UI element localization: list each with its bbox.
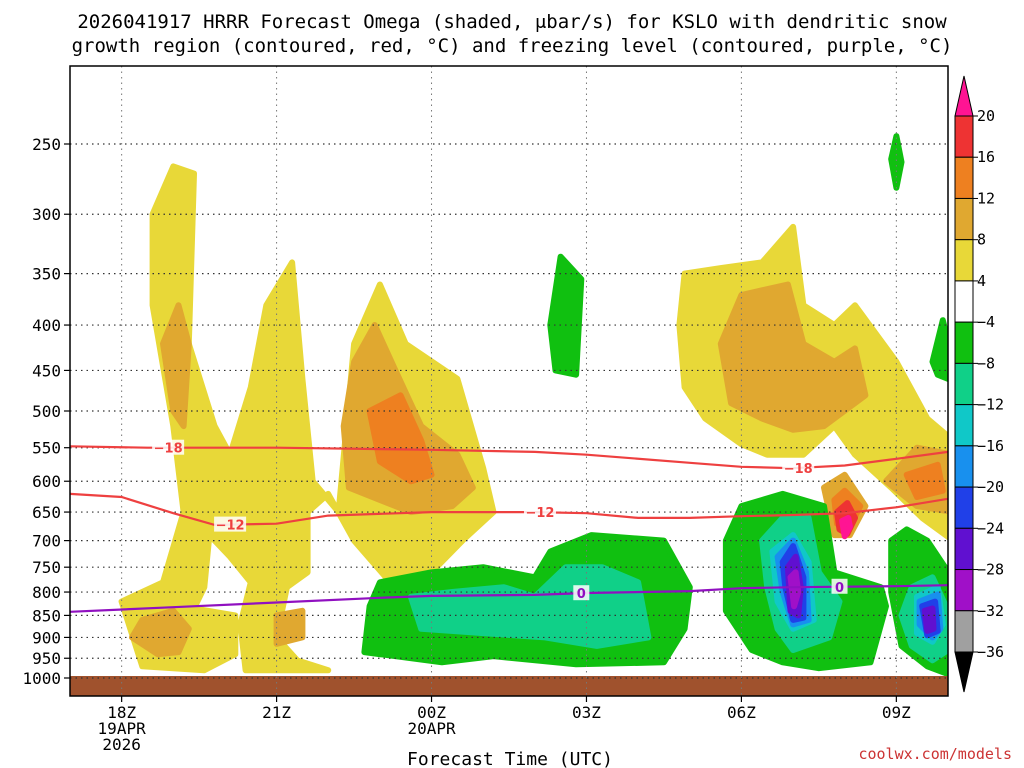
minus18-contour-label: −18: [154, 442, 183, 457]
colorbar-label: 20: [977, 107, 995, 125]
minus12-contour-label: −12: [216, 519, 245, 534]
pressure-tick-label: 400: [32, 316, 61, 335]
colorbar-segment: [954, 362, 974, 406]
colorbar-segment: [954, 197, 974, 241]
colorbar-segment: [954, 115, 974, 158]
pressure-tick-label: 300: [32, 205, 61, 224]
pressure-tick-label: 700: [32, 532, 61, 551]
time-tick-label: 18Z: [107, 703, 136, 722]
omega-shading: [70, 133, 948, 696]
minus18-contour-label-bg: [152, 439, 185, 455]
colorbar-segment: [954, 404, 974, 447]
minus18-contour-label-bg: [782, 459, 815, 475]
omega-region-neg28: [787, 569, 802, 610]
plot-frame: [69, 65, 949, 697]
omega-region-pos20: [839, 514, 853, 540]
time-tick-label: 19APR: [98, 719, 147, 738]
pressure-tick-label: 850: [32, 606, 61, 625]
colorbar-label: 16: [977, 148, 995, 166]
colorbar-label: −32: [977, 602, 1004, 620]
omega-region-pos12: [903, 461, 946, 500]
omega-region-pos8: [160, 302, 192, 430]
colorbar-segment: [954, 239, 974, 282]
colorbar-segment: [954, 280, 974, 323]
pressure-tick-label: 350: [32, 265, 61, 284]
minus18-contour-label: −18: [784, 462, 813, 477]
colorbar-label: −20: [977, 478, 1004, 496]
minus12-contour-label-bg: [214, 516, 247, 532]
pressure-axis: 250 300 350 400 450 500 550 600 650 700 750 800 850 9…: [22, 135, 70, 688]
colorbar-top-arrow: [954, 75, 974, 117]
pressure-tick-label: 950: [32, 649, 61, 668]
time-tick-label: 21Z: [262, 703, 291, 722]
colorbar-label: 4: [977, 272, 986, 290]
omega-region-neg4: [888, 133, 905, 191]
time-tick-label: 00Z: [417, 703, 446, 722]
colorbar-label: −16: [977, 437, 1004, 455]
colorbar-label: −12: [977, 396, 1004, 414]
colorbar-label: 12: [977, 189, 995, 207]
time-tick-label: 03Z: [572, 703, 601, 722]
omega-region-neg4: [929, 317, 948, 382]
time-tick-label: 09Z: [882, 703, 911, 722]
chart-title-line2: growth region (contoured, red, °C) and f…: [72, 35, 953, 57]
x-axis-title: Forecast Time (UTC): [407, 749, 613, 768]
colorbar-segment: [954, 445, 974, 488]
colorbar-segment: [954, 321, 974, 364]
colorbar-label: 8: [977, 231, 986, 249]
colorbar-label: −28: [977, 561, 1004, 579]
colorbar-label: −24: [977, 519, 1004, 537]
minus12-contour-label-bg: [523, 504, 556, 520]
pressure-tick-label: 650: [32, 503, 61, 522]
pressure-tick-label: 600: [32, 472, 61, 491]
pressure-tick-label: 500: [32, 402, 61, 421]
omega-region-pos4: [118, 163, 497, 674]
pressure-tick-label: 550: [32, 439, 61, 458]
colorbar-segment: [954, 569, 974, 612]
omega-region-pos8: [717, 281, 869, 433]
zero-contour-label: 0: [835, 581, 844, 596]
colorbar-label: −8: [977, 354, 995, 372]
pressure-tick-label: 450: [32, 361, 61, 380]
colorbar-segment: [954, 486, 974, 529]
omega-region-neg24: [921, 605, 937, 634]
chart-title-line1: 2026041917 HRRR Forecast Omega (shaded, …: [77, 11, 947, 33]
minus18-contour: [70, 445, 948, 470]
colorbar-segment: [954, 527, 974, 571]
colorbar-segment: [954, 156, 974, 199]
colorbar-label: −4: [977, 313, 995, 331]
time-tick-label: 06Z: [727, 703, 756, 722]
ground-surface: [70, 676, 948, 696]
pressure-tick-label: 800: [32, 583, 61, 602]
zero-contour-label-bg: [573, 585, 590, 601]
grid-lines: [70, 66, 948, 696]
minus12-contour: [70, 492, 948, 527]
colorbar-segment: [954, 610, 974, 653]
pressure-tick-label: 250: [32, 135, 61, 154]
omega-region-neg4: [547, 253, 585, 378]
omega-colorbar: 20 16 12 8 4 −4 −8 −12 −16 −20 −24 −28 −32 −36: [954, 75, 1004, 693]
temperature-contours: −18 −18 −12 −12 0 0: [70, 439, 948, 613]
pressure-tick-label: 900: [32, 628, 61, 647]
credit-text: coolwx.com/models: [858, 745, 1012, 763]
time-tick-label: 20APR: [407, 719, 456, 738]
colorbar-bottom-arrow: [954, 651, 974, 693]
zero-contour-label: 0: [577, 587, 586, 602]
colorbar-label: −36: [977, 643, 1004, 661]
zero-contour-label-bg: [831, 578, 848, 594]
omega-region-pos12: [366, 392, 435, 485]
minus12-contour-label: −12: [525, 506, 554, 521]
time-tick-label: 2026: [102, 735, 141, 754]
pressure-tick-label: 1000: [22, 669, 61, 688]
pressure-tick-label: 750: [32, 558, 61, 577]
